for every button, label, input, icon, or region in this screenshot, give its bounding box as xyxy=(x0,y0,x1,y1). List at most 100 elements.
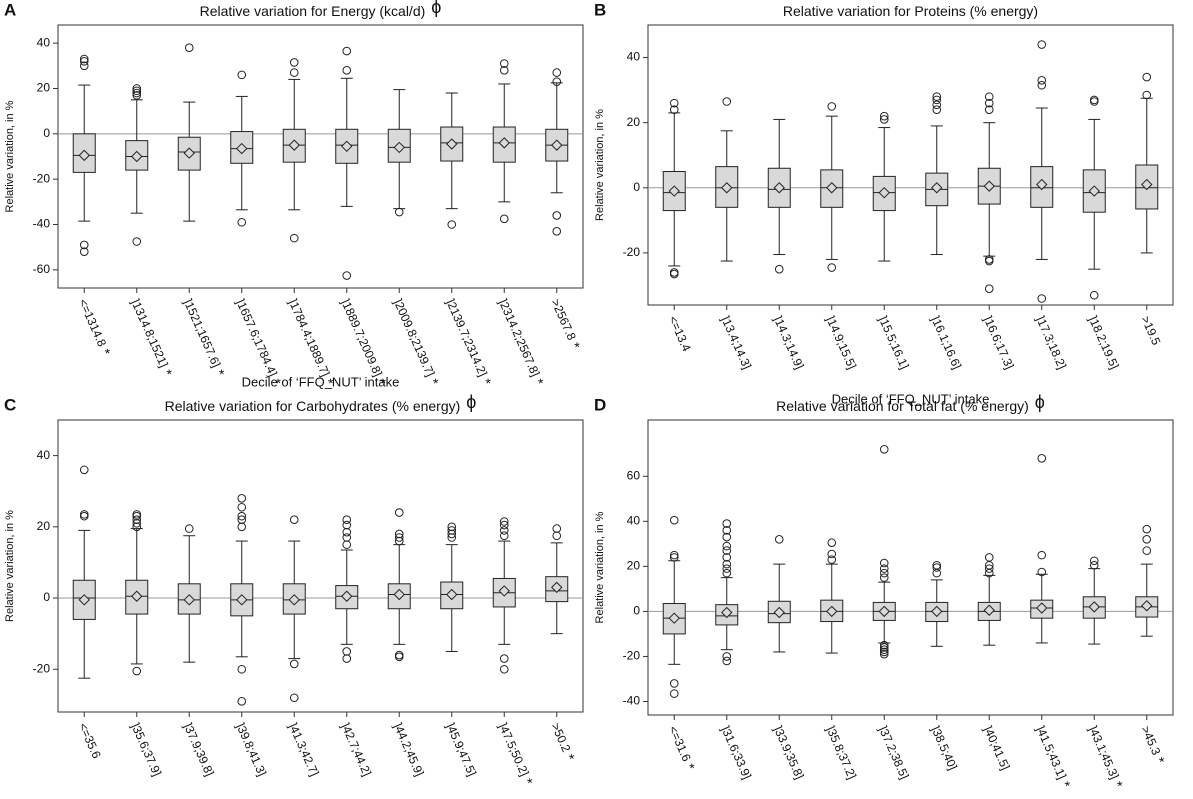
y-tick-label: 0 xyxy=(633,180,640,194)
outlier xyxy=(499,531,509,541)
outlier xyxy=(879,573,889,582)
outlier xyxy=(342,540,352,549)
y-tick-label: -40 xyxy=(33,217,51,231)
x-tick-label: ]45.9;47.5] xyxy=(443,721,479,779)
mean-marker xyxy=(1141,600,1153,612)
outlier xyxy=(1037,550,1047,560)
mean-marker xyxy=(983,604,995,616)
category-label: ]1784.4;1889.7] xyxy=(286,297,333,379)
x-tick-label: ]35.6;37.9] xyxy=(128,721,164,779)
outlier xyxy=(722,568,732,578)
significance-flag: * xyxy=(159,367,176,379)
outlier xyxy=(879,640,889,650)
outlier xyxy=(1089,556,1099,566)
category-label: ]42.7;44.2] xyxy=(338,721,374,779)
chart-title: Relative variation for Proteins (% energ… xyxy=(783,3,1038,19)
significance-flag: * xyxy=(373,376,390,388)
category-label: ]14.9;15.5] xyxy=(823,314,859,372)
outlier xyxy=(722,559,732,569)
mean-marker xyxy=(878,605,890,618)
mean-marker xyxy=(983,180,995,192)
x-tick-label: ]39.8;41.3] xyxy=(233,721,269,779)
outlier xyxy=(184,43,194,52)
outlier xyxy=(669,515,679,525)
outlier xyxy=(827,538,837,548)
category-label: <=31.6 xyxy=(666,724,694,764)
x-tick-label: >50.2* xyxy=(548,720,579,763)
significance-flag: * xyxy=(562,752,579,764)
x-tick-label: ]42.7;44.2] xyxy=(338,721,374,779)
x-tick-label: ]1521;1657.6]* xyxy=(180,296,229,379)
outlier xyxy=(984,564,994,573)
category-label: ]2314.2;2567.8] xyxy=(496,297,543,379)
outlier xyxy=(499,66,509,75)
outlier xyxy=(394,529,404,539)
outlier xyxy=(499,214,509,224)
outlier xyxy=(879,111,889,121)
mean-marker xyxy=(878,186,890,199)
mean-marker xyxy=(721,606,733,619)
mean-marker xyxy=(1036,178,1048,191)
outlier xyxy=(132,88,142,98)
x-axis-label: Decile of ‘FFQ_NUT’ intake xyxy=(832,391,990,406)
outlier xyxy=(237,217,247,227)
outlier xyxy=(237,70,247,80)
outlier xyxy=(722,564,732,573)
significance-flag: * xyxy=(1110,779,1127,791)
category-label: >45.3 xyxy=(1138,724,1163,758)
significance-flag: * xyxy=(212,367,229,379)
category-label: ]16.6;17.3] xyxy=(981,314,1017,372)
outlier xyxy=(79,465,89,475)
outlier xyxy=(669,269,679,279)
plot-frame xyxy=(647,419,1174,716)
y-tick-label: 40 xyxy=(627,514,641,528)
significance-flag: * xyxy=(1152,755,1169,767)
x-tick-label: ]1314.8;1521]* xyxy=(128,296,177,379)
significance-flag: * xyxy=(268,376,285,388)
x-tick-label: <=13.4 xyxy=(666,314,694,354)
outlier xyxy=(1089,560,1099,570)
panel-letter: D xyxy=(594,395,606,414)
category-label: ]33.9;35.8] xyxy=(771,724,807,782)
outlier xyxy=(722,519,732,528)
outlier xyxy=(722,546,732,555)
mean-marker xyxy=(931,182,943,194)
outlier xyxy=(132,510,142,519)
x-tick-label: ]37.9;39.8] xyxy=(181,721,217,779)
mean-marker xyxy=(498,585,510,597)
category-label: >2567.8 xyxy=(548,297,579,343)
outlier xyxy=(499,59,509,68)
plot-frame xyxy=(57,24,584,289)
mean-marker xyxy=(668,185,680,197)
panel-letter: C xyxy=(4,395,16,414)
outlier xyxy=(669,689,679,698)
y-tick-label: -20 xyxy=(623,649,641,663)
outlier xyxy=(552,524,562,533)
y-tick-label: 20 xyxy=(37,519,51,533)
x-tick-label: ]40;41.5] xyxy=(981,724,1013,772)
outlier xyxy=(552,77,562,86)
x-tick-label: <=35.6 xyxy=(76,721,104,761)
y-axis-label: Relative variation, in % xyxy=(594,109,606,221)
mean-marker xyxy=(393,141,405,154)
mean-marker xyxy=(183,594,195,606)
x-tick-label: >45.3* xyxy=(1138,723,1169,766)
mean-marker xyxy=(826,182,838,194)
outlier xyxy=(552,227,562,236)
outlier xyxy=(932,560,942,570)
category-label: ]31.6;33.9] xyxy=(718,724,754,782)
y-axis-label: Relative variation, in % xyxy=(594,511,606,623)
x-tick-label: ]18.2;19.5] xyxy=(1086,314,1122,372)
outlier xyxy=(879,649,889,659)
chart-title: Relative variation for Total fat (% ener… xyxy=(776,392,1045,414)
outlier xyxy=(669,105,679,114)
title-text: Relative variation for Proteins (% energ… xyxy=(783,3,1038,19)
category-label: <=35.6 xyxy=(76,721,104,761)
x-tick-label: >2567.8* xyxy=(548,296,584,352)
outlier xyxy=(669,679,679,688)
outlier xyxy=(132,237,142,246)
mean-marker xyxy=(78,594,90,606)
category-label: <=13.4 xyxy=(666,314,694,354)
mean-marker xyxy=(446,138,458,150)
